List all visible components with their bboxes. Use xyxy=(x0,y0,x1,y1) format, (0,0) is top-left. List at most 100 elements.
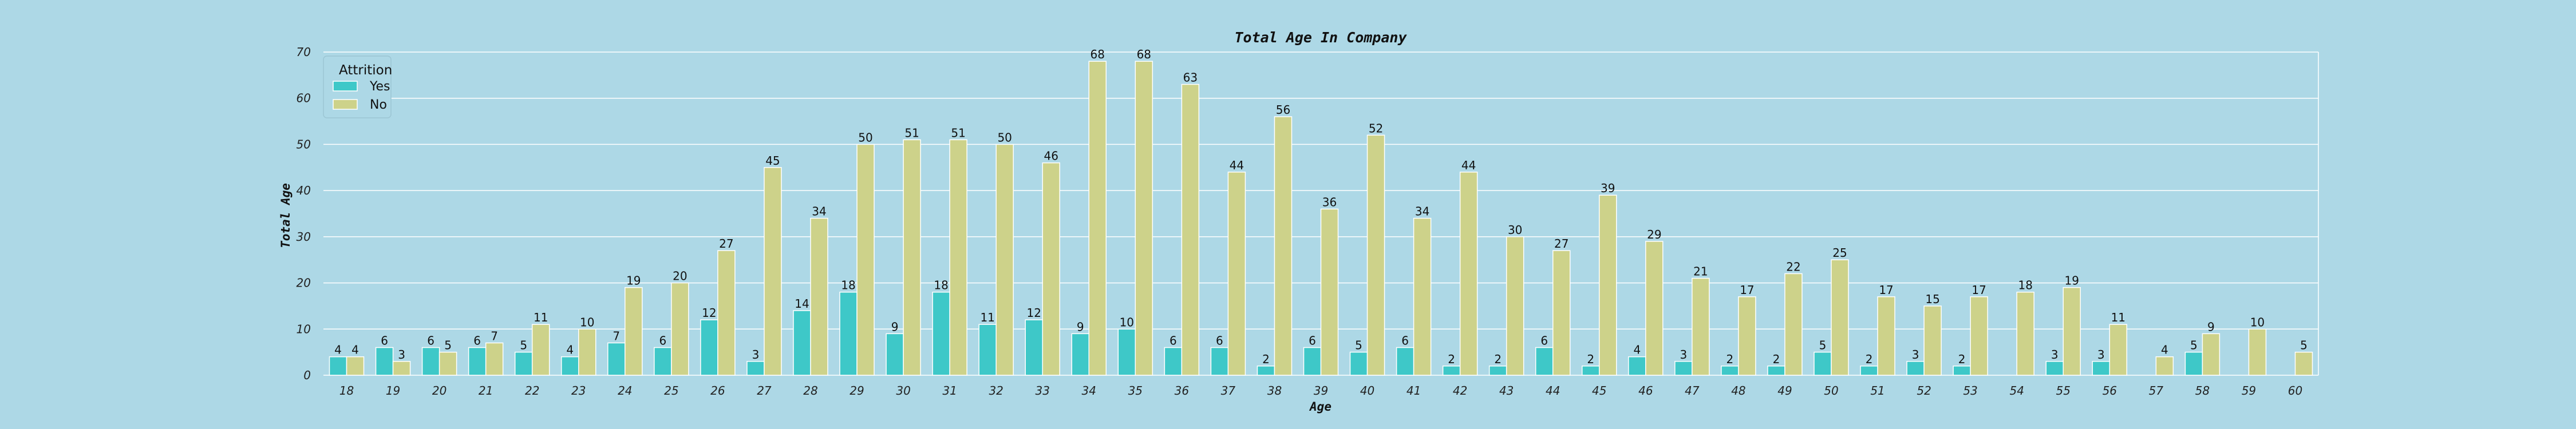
bar-value-label: 7 xyxy=(491,329,498,343)
x-tick-label: 25 xyxy=(664,384,678,398)
bar-value-label: 5 xyxy=(1819,339,1827,352)
bar-no-30 xyxy=(903,139,921,376)
x-tick-label: 41 xyxy=(1406,384,1421,398)
y-tick-label: 20 xyxy=(297,276,311,290)
bar-no-21 xyxy=(485,342,504,376)
y-axis-ticks: 0 10 20 30 40 50 60 70 xyxy=(297,45,311,382)
legend-title: Attrition xyxy=(339,63,392,78)
bar-value-label: 6 xyxy=(427,334,434,348)
bar-value-label: 6 xyxy=(381,334,388,348)
x-tick-label: 50 xyxy=(1824,384,1838,398)
bar-yes-46 xyxy=(1628,356,1646,376)
bar-value-label: 25 xyxy=(1832,246,1847,260)
x-tick-label: 39 xyxy=(1314,384,1328,398)
bar-value-label: 5 xyxy=(2300,339,2308,352)
bar-no-57 xyxy=(2155,356,2174,376)
bar-no-41 xyxy=(1413,217,1432,376)
bar-yes-34 xyxy=(1071,333,1090,376)
bar-yes-36 xyxy=(1164,347,1183,376)
bar-value-label: 5 xyxy=(444,339,452,352)
bar-no-60 xyxy=(2294,351,2313,376)
y-tick-label: 30 xyxy=(297,230,311,244)
bar-no-53 xyxy=(1970,296,1988,376)
bar-yes-42 xyxy=(1442,366,1461,376)
bar-value-label: 15 xyxy=(1925,292,1939,306)
x-tick-label: 30 xyxy=(896,384,910,398)
chart-title: Total Age In Company xyxy=(1234,29,1407,46)
bar-value-label: 18 xyxy=(934,279,948,292)
bar-value-label: 2 xyxy=(1726,352,1734,366)
bar-value-label: 9 xyxy=(2207,320,2215,333)
bar-value-label: 10 xyxy=(580,315,594,329)
bar-no-34 xyxy=(1088,61,1107,376)
bar-no-27 xyxy=(764,167,782,376)
x-tick-label: 20 xyxy=(432,384,447,398)
bar-yes-55 xyxy=(2045,361,2064,376)
x-tick-label: 56 xyxy=(2103,384,2117,398)
y-tick-label: 40 xyxy=(297,184,311,197)
bar-value-label: 50 xyxy=(997,130,1012,144)
x-tick-label: 21 xyxy=(479,384,493,398)
bar-yes-32 xyxy=(978,324,997,376)
bar-yes-35 xyxy=(1117,328,1136,376)
bar-value-label: 34 xyxy=(812,205,826,219)
bar-yes-38 xyxy=(1257,366,1275,376)
bar-value-label: 6 xyxy=(1540,334,1548,348)
bar-value-label: 2 xyxy=(1587,352,1594,366)
x-tick-label: 32 xyxy=(989,384,1003,398)
x-tick-label: 27 xyxy=(757,384,772,398)
bar-value-label: 27 xyxy=(719,237,733,251)
bar-value-label: 22 xyxy=(1786,260,1800,273)
bar-no-48 xyxy=(1738,296,1756,376)
bar-yes-51 xyxy=(1860,366,1878,376)
bar-yes-19 xyxy=(375,347,394,376)
bar-value-label: 12 xyxy=(702,306,716,320)
y-tick-label: 10 xyxy=(297,322,311,336)
bar-value-label: 4 xyxy=(2161,343,2168,357)
y-tick-label: 0 xyxy=(303,368,311,382)
y-tick-label: 60 xyxy=(297,92,311,105)
bar-value-label: 17 xyxy=(1971,283,1986,297)
bar-value-label: 45 xyxy=(765,154,780,168)
bar-no-23 xyxy=(578,328,596,376)
bar-no-54 xyxy=(2016,291,2034,376)
x-tick-label: 60 xyxy=(2288,384,2302,398)
x-tick-label: 19 xyxy=(386,384,400,398)
bar-no-26 xyxy=(717,250,736,376)
bar-value-label: 39 xyxy=(1601,181,1615,195)
x-tick-label: 22 xyxy=(525,384,539,398)
bar-value-label: 52 xyxy=(1369,121,1383,135)
x-tick-label: 51 xyxy=(1870,384,1884,398)
bar-no-35 xyxy=(1135,61,1153,376)
bar-no-45 xyxy=(1599,194,1617,376)
x-tick-label: 33 xyxy=(1035,384,1049,398)
bar-yes-47 xyxy=(1674,361,1693,376)
bar-value-label: 18 xyxy=(841,279,855,292)
bar-yes-26 xyxy=(700,319,718,376)
bar-value-label: 3 xyxy=(398,348,405,362)
bar-no-47 xyxy=(1692,277,1710,376)
bar-value-label: 6 xyxy=(1309,334,1316,348)
x-tick-label: 26 xyxy=(710,384,725,398)
bar-value-label: 3 xyxy=(1912,348,1919,362)
bar-yes-49 xyxy=(1767,366,1785,376)
bar-value-label: 2 xyxy=(1262,352,1270,366)
bar-yes-39 xyxy=(1303,347,1322,376)
bar-value-label: 11 xyxy=(980,311,994,324)
bar-no-33 xyxy=(1042,162,1060,376)
x-tick-label: 54 xyxy=(2009,384,2024,398)
x-axis-ticks: 18 19 20 21 22 23 24 25 26 27 28 29 30 31 32 33 34 35 36 37… xyxy=(339,384,2302,398)
x-tick-label: 31 xyxy=(942,384,957,398)
x-tick-label: 57 xyxy=(2149,384,2164,398)
bar-value-label: 4 xyxy=(351,343,359,357)
bar-no-44 xyxy=(1552,250,1571,376)
bar-no-56 xyxy=(2109,324,2128,376)
x-tick-label: 29 xyxy=(850,384,864,398)
bar-no-18 xyxy=(346,356,365,376)
x-tick-label: 53 xyxy=(1963,384,1977,398)
bar-value-label: 2 xyxy=(1448,352,1455,366)
y-tick-label: 50 xyxy=(297,137,311,151)
bar-value-label: 5 xyxy=(1355,339,1362,352)
x-tick-label: 40 xyxy=(1360,384,1374,398)
x-tick-label: 24 xyxy=(618,384,632,398)
